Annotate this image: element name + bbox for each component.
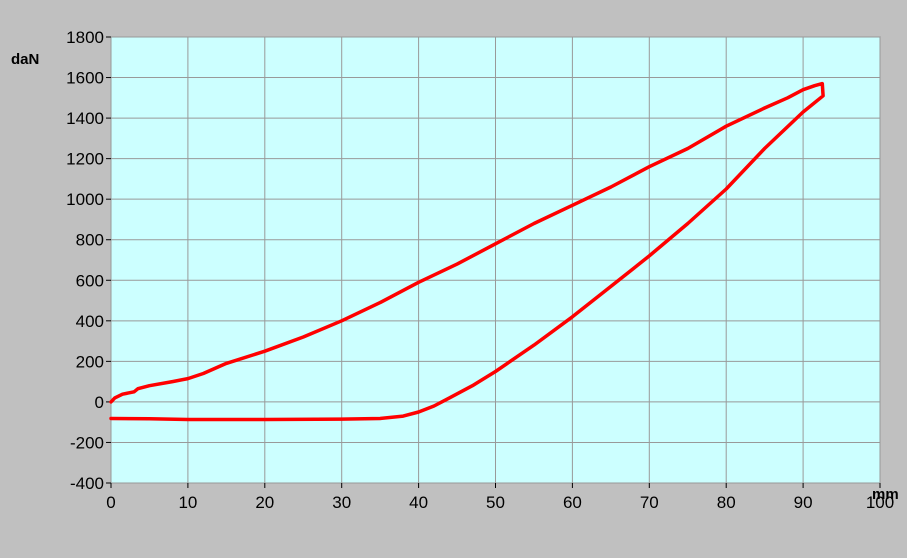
x-tick-label: 60: [563, 493, 582, 512]
y-tick-label: 1600: [66, 69, 104, 88]
y-tick-label: -400: [70, 474, 104, 493]
series-line: [109, 81, 825, 422]
y-tick-label: 800: [76, 231, 104, 250]
y-tick-label: 1400: [66, 109, 104, 128]
series: [109, 81, 825, 422]
y-tick-label: 1000: [66, 190, 104, 209]
x-tick-label: 30: [332, 493, 351, 512]
y-tick-label: 200: [76, 352, 104, 371]
y-tick-label: 0: [95, 393, 104, 412]
y-tick-label: -200: [70, 433, 104, 452]
x-tick-label: 0: [106, 493, 115, 512]
x-tick-label: 40: [409, 493, 428, 512]
x-tick-labels: 0 10 20 30 40 50 60 70 80 90 100: [106, 493, 894, 512]
x-tick-label: 20: [255, 493, 274, 512]
x-tick-label: 70: [640, 493, 659, 512]
x-tick-label: 80: [717, 493, 736, 512]
y-tick-label: 1800: [66, 28, 104, 47]
x-tick-label: 10: [178, 493, 197, 512]
x-tick-label: 50: [486, 493, 505, 512]
y-tick-label: 1200: [66, 150, 104, 169]
y-tick-label: 600: [76, 271, 104, 290]
y-tick-labels: -400 -200 0 200 400 600 800 1000 1200 1400 1600 180…: [66, 28, 104, 493]
x-tick-label: 100: [866, 493, 894, 512]
x-tick-label: 90: [794, 493, 813, 512]
x-axis-label: mm: [872, 486, 899, 503]
y-axis-label: daN: [11, 51, 39, 68]
y-tick-label: 400: [76, 312, 104, 331]
